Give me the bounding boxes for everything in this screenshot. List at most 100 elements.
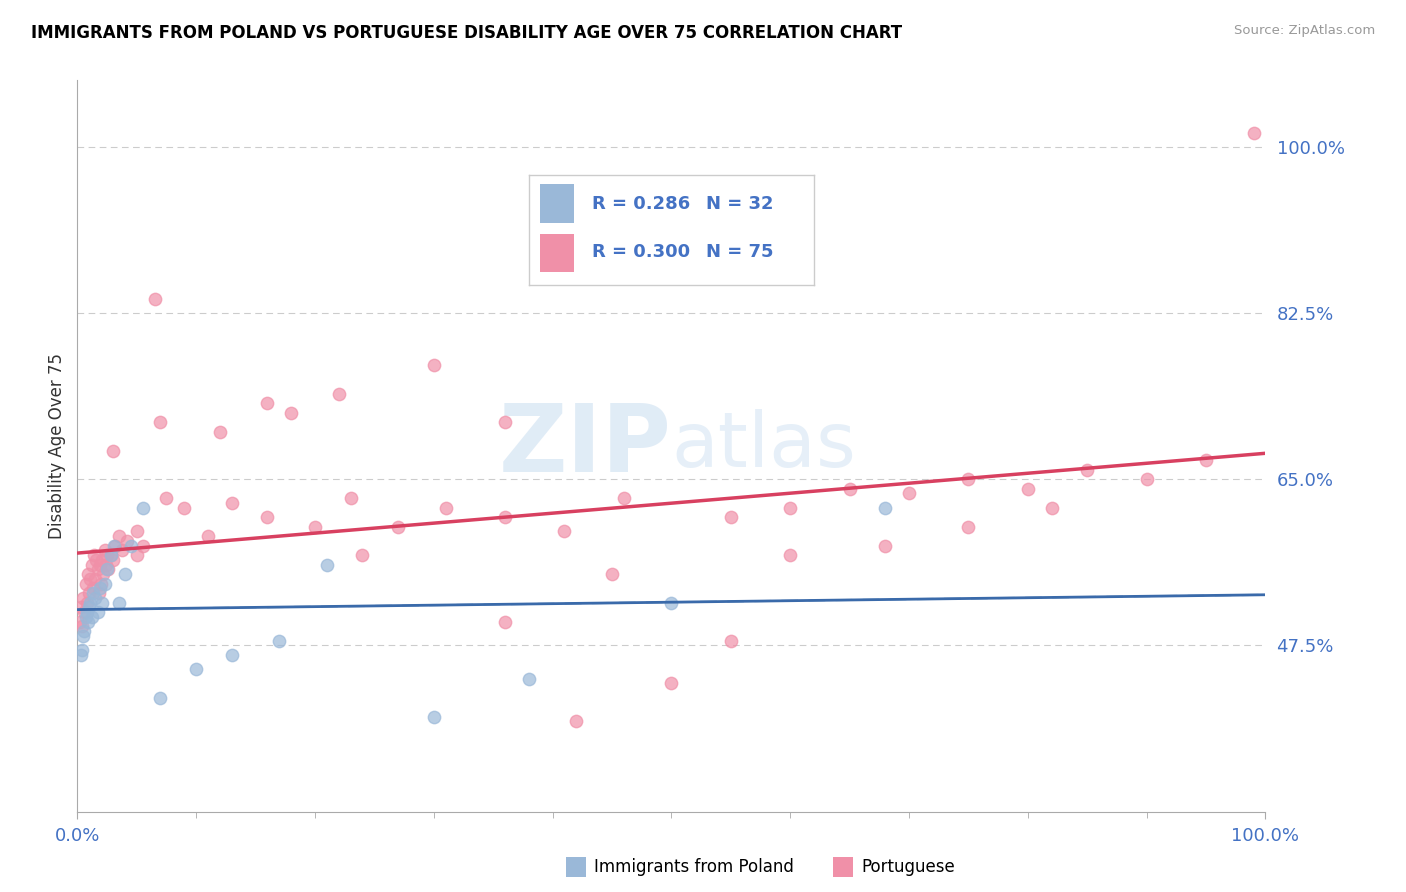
- Point: [93, 576, 115, 591]
- Point: [86, 562, 108, 576]
- Point: [79, 596, 101, 610]
- Point: [1017, 482, 1039, 496]
- Point: [494, 510, 516, 524]
- Point: [256, 510, 278, 524]
- Point: [149, 690, 172, 705]
- Point: [84, 572, 107, 586]
- Point: [304, 520, 326, 534]
- Point: [1136, 472, 1159, 486]
- Point: [76, 596, 98, 610]
- Point: [108, 529, 131, 543]
- Point: [77, 586, 100, 600]
- Point: [90, 576, 112, 591]
- Point: [80, 610, 103, 624]
- Point: [838, 482, 860, 496]
- Point: [269, 633, 291, 648]
- Point: [779, 500, 801, 515]
- Point: [957, 472, 980, 486]
- Point: [75, 576, 97, 591]
- Y-axis label: Disability Age Over 75: Disability Age Over 75: [48, 353, 66, 539]
- Point: [82, 586, 104, 600]
- Text: Immigrants from Poland: Immigrants from Poland: [595, 858, 794, 876]
- Point: [83, 548, 105, 562]
- Point: [96, 548, 118, 562]
- Point: [100, 548, 122, 562]
- Point: [315, 558, 337, 572]
- Point: [328, 386, 350, 401]
- Point: [197, 529, 219, 543]
- Point: [77, 600, 100, 615]
- Point: [898, 486, 921, 500]
- Point: [86, 553, 108, 567]
- Point: [494, 615, 516, 629]
- Point: [143, 292, 166, 306]
- Point: [125, 548, 148, 562]
- Point: [875, 539, 897, 553]
- Point: [91, 553, 114, 567]
- Text: atlas: atlas: [672, 409, 856, 483]
- Point: [221, 496, 243, 510]
- Point: [553, 524, 575, 539]
- Point: [70, 600, 93, 615]
- Point: [779, 548, 801, 562]
- Point: [80, 558, 103, 572]
- Text: Portuguese: Portuguese: [860, 858, 955, 876]
- Text: Source: ZipAtlas.com: Source: ZipAtlas.com: [1234, 24, 1375, 37]
- Point: [565, 714, 588, 729]
- Text: ZIP: ZIP: [499, 400, 672, 492]
- Point: [108, 596, 131, 610]
- Point: [72, 629, 94, 643]
- Point: [93, 543, 115, 558]
- Point: [661, 596, 683, 610]
- Point: [114, 567, 136, 582]
- Point: [125, 524, 148, 539]
- Point: [221, 648, 243, 662]
- Point: [186, 662, 208, 676]
- Point: [77, 615, 100, 629]
- Point: [661, 676, 683, 690]
- Point: [87, 586, 110, 600]
- Point: [70, 619, 93, 633]
- Point: [613, 491, 636, 506]
- Point: [84, 591, 107, 605]
- Point: [339, 491, 361, 506]
- Point: [173, 500, 195, 515]
- Point: [101, 553, 124, 567]
- Point: [97, 562, 120, 576]
- Point: [957, 520, 980, 534]
- Point: [423, 710, 446, 724]
- Point: [387, 520, 409, 534]
- Point: [79, 572, 101, 586]
- Point: [100, 548, 122, 562]
- Point: [1243, 126, 1265, 140]
- Point: [70, 648, 93, 662]
- Point: [352, 548, 374, 562]
- Point: [1040, 500, 1063, 515]
- Point: [73, 624, 96, 639]
- Point: [256, 396, 278, 410]
- Point: [70, 643, 93, 657]
- Point: [111, 543, 134, 558]
- Point: [77, 567, 100, 582]
- Point: [600, 567, 623, 582]
- Point: [155, 491, 177, 506]
- Point: [120, 539, 142, 553]
- Point: [494, 415, 516, 429]
- Point: [94, 558, 117, 572]
- Point: [434, 500, 457, 515]
- Point: [103, 539, 125, 553]
- Point: [423, 358, 446, 372]
- Point: [86, 605, 108, 619]
- Point: [75, 610, 97, 624]
- Point: [131, 539, 153, 553]
- Point: [1076, 463, 1098, 477]
- Point: [149, 415, 172, 429]
- Point: [73, 605, 96, 619]
- Point: [131, 500, 153, 515]
- Point: [76, 605, 98, 619]
- Point: [89, 558, 111, 572]
- Point: [82, 582, 104, 596]
- Point: [91, 596, 114, 610]
- Point: [104, 539, 127, 553]
- Point: [115, 533, 138, 548]
